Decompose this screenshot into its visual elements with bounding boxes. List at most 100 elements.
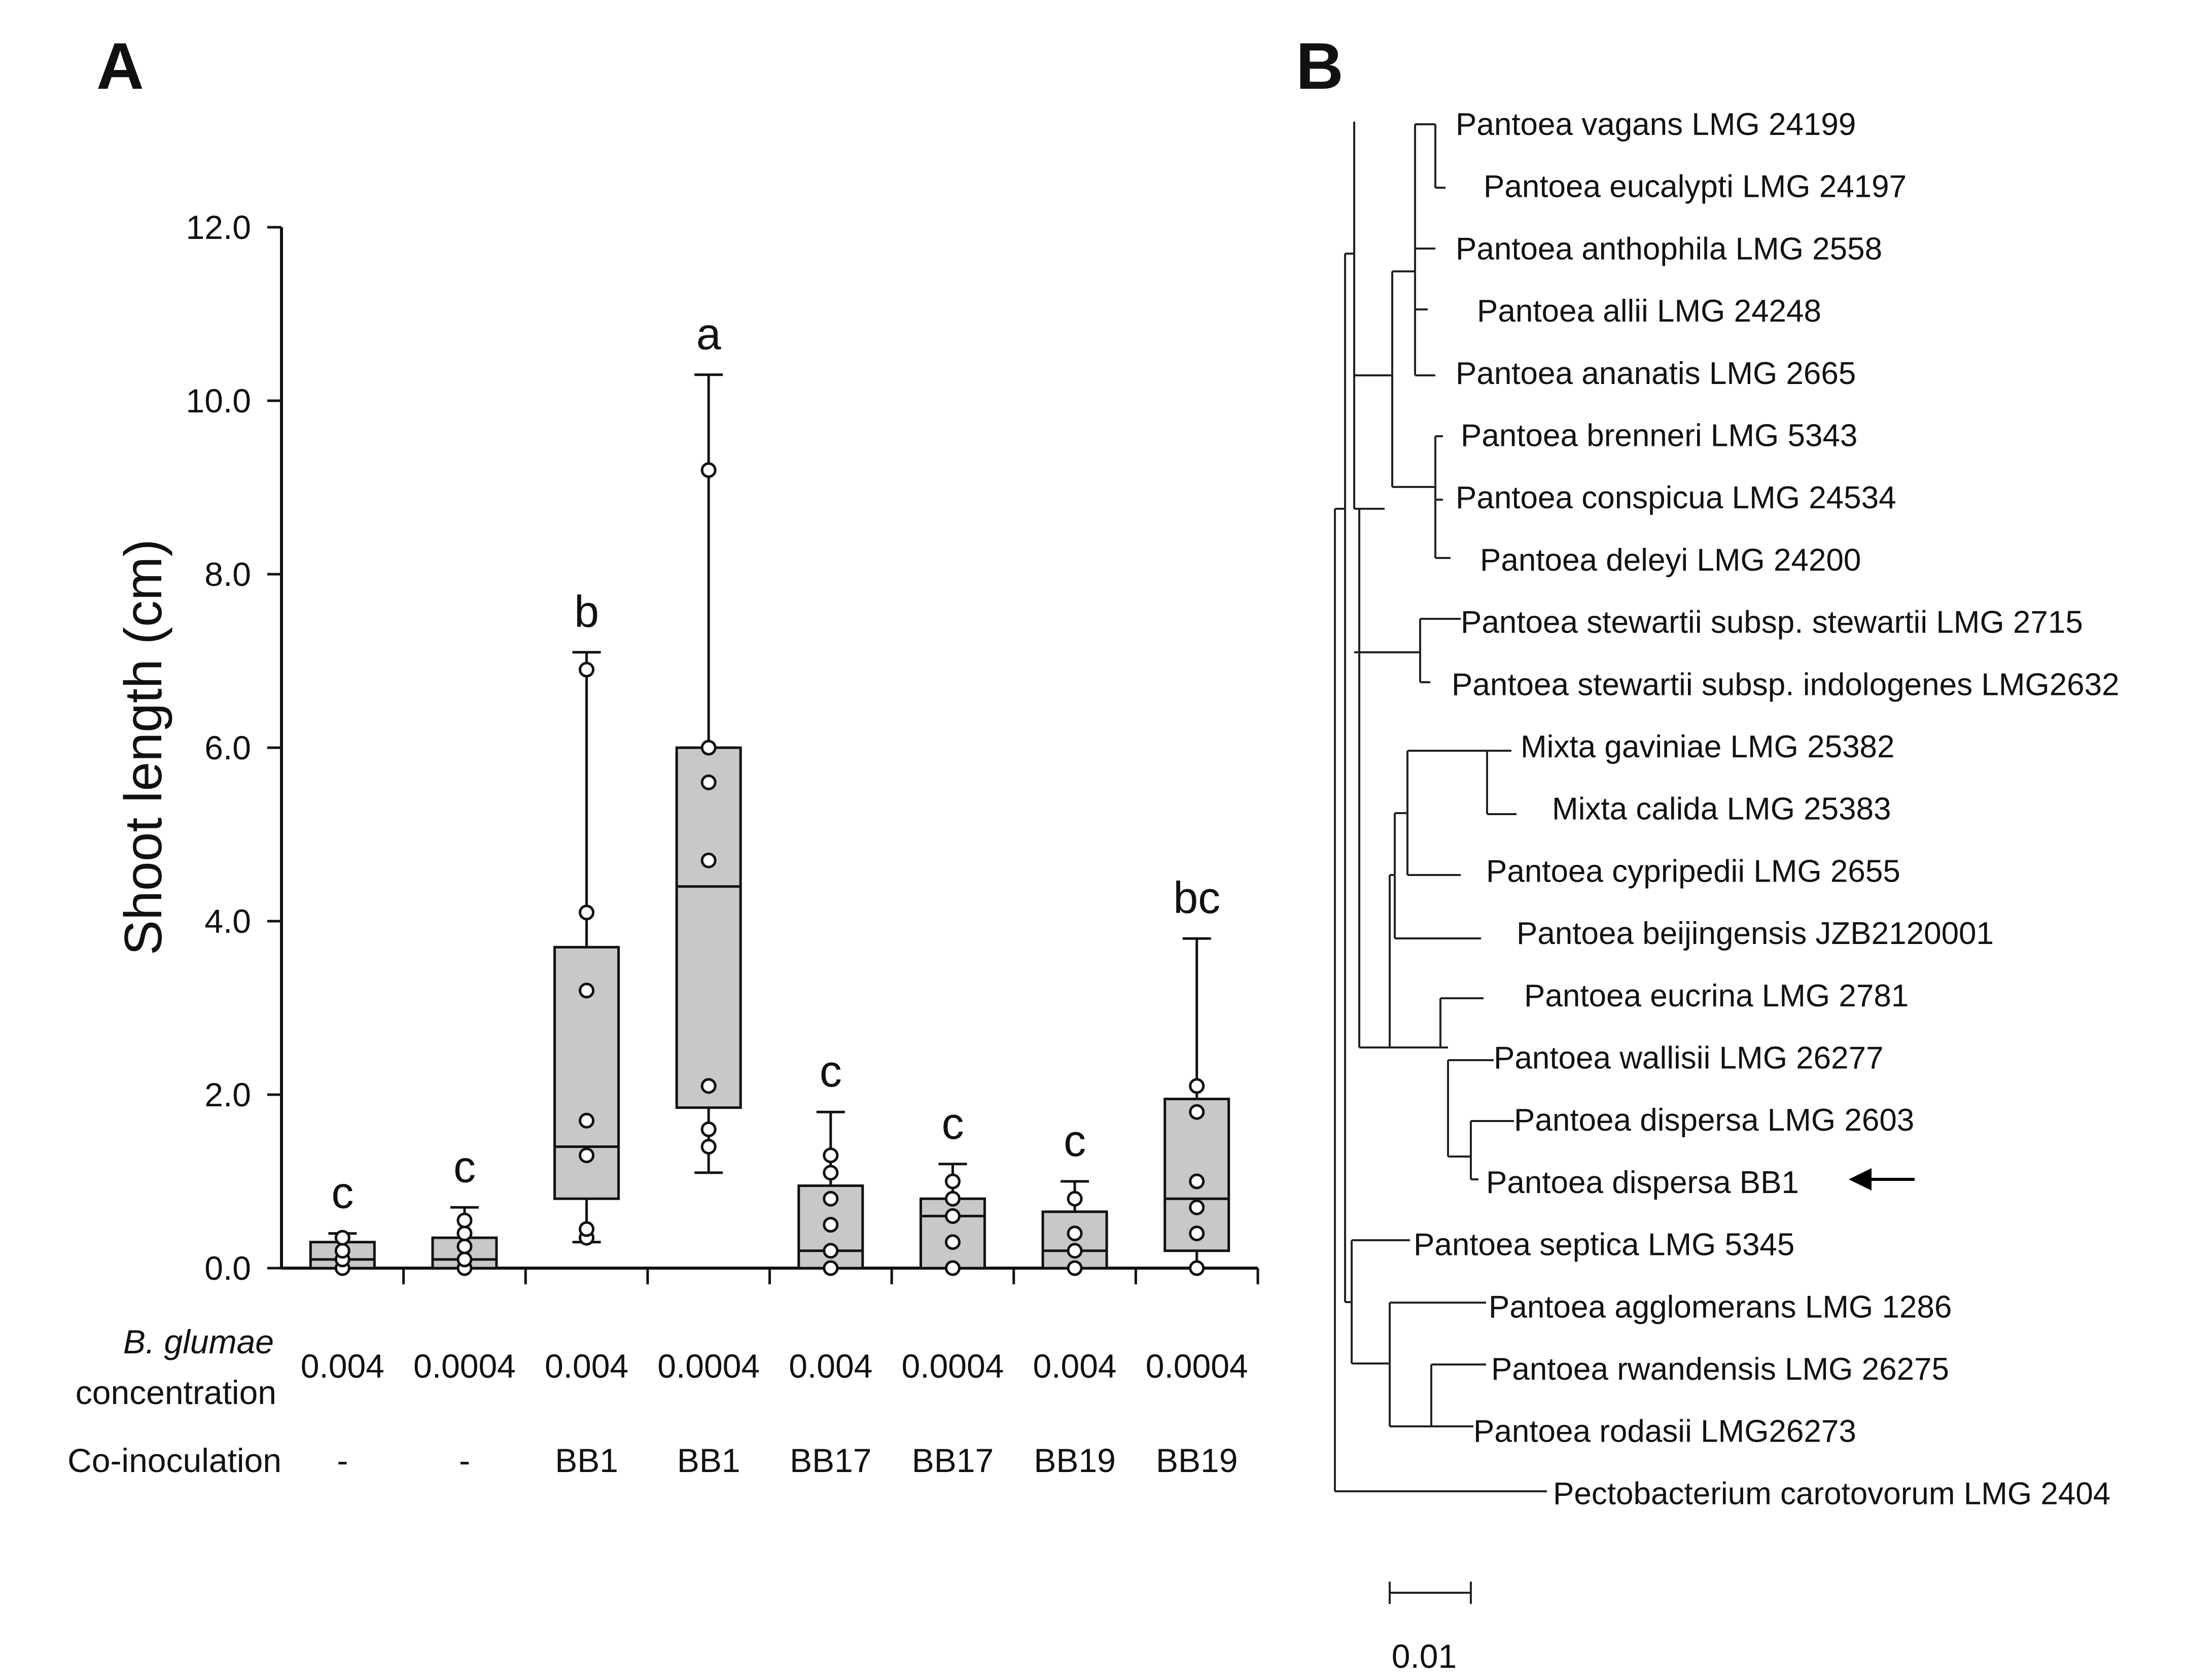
coinoculation-label: BB17: [912, 1442, 994, 1479]
data-point: [700, 1121, 717, 1137]
taxon-label: Pectobacterium carotovorum LMG 2404: [1553, 1476, 2110, 1511]
taxon-label: Pantoea cypripedii LMG 2655: [1486, 854, 1900, 889]
taxon-label: Pantoea anthophila LMG 2558: [1456, 231, 1882, 266]
data-point: [579, 1221, 595, 1237]
data-point: [700, 462, 717, 478]
data-point: [1189, 1199, 1205, 1215]
data-point: [700, 1078, 717, 1094]
significance-letter: b: [574, 586, 599, 637]
y-tick-label: 4.0: [204, 902, 251, 940]
data-point: [700, 740, 717, 756]
y-tick-label: 10.0: [186, 382, 251, 419]
taxon-label: Pantoea wallisii LMG 26277: [1494, 1041, 1884, 1076]
data-point: [823, 1165, 839, 1181]
coinoculation-label: BB1: [555, 1442, 618, 1479]
data-point: [700, 852, 717, 868]
x-axis: [281, 1267, 1259, 1284]
taxon-label: Pantoea brenneri LMG 5343: [1461, 418, 1857, 453]
data-point: [700, 1139, 717, 1155]
data-point: [579, 983, 595, 999]
significance-letter: c: [820, 1046, 842, 1096]
data-point: [944, 1191, 961, 1207]
significance-letter: c: [1064, 1115, 1086, 1166]
coinoculation-label: BB19: [1034, 1442, 1115, 1479]
panel-label-b: B: [1296, 29, 1344, 103]
data-point: [700, 774, 717, 790]
data-point: [823, 1191, 839, 1207]
box-group: c: [1041, 1115, 1108, 1276]
concentration-label: 0.004: [789, 1347, 872, 1385]
data-point: [456, 1238, 473, 1254]
y-tick-label: 12.0: [186, 208, 251, 246]
boxes: c c b a c c c bc: [309, 309, 1230, 1276]
concentration-row-title-italic: B. glumae: [123, 1323, 274, 1360]
y-axis-title: Shoot length (cm): [114, 539, 173, 956]
coinoculation-label: BB19: [1156, 1442, 1238, 1479]
data-point: [579, 1112, 595, 1129]
significance-letter: c: [453, 1141, 476, 1192]
significance-letter: c: [941, 1098, 964, 1148]
box-group: a: [675, 309, 742, 1174]
taxon-label: Pantoea stewartii subsp. stewartii LMG 2…: [1461, 605, 2083, 640]
taxon-label: Pantoea ananatis LMG 2665: [1456, 356, 1856, 391]
taxon-label: Pantoea septica LMG 5345: [1414, 1228, 1794, 1263]
data-point: [579, 661, 595, 678]
significance-letter: c: [331, 1168, 354, 1218]
taxon-label: Pantoea dispersa LMG 2603: [1514, 1103, 1914, 1138]
data-point: [1189, 1104, 1205, 1120]
taxon-label: Pantoea agglomerans LMG 1286: [1489, 1289, 1952, 1324]
box-group: c: [309, 1168, 376, 1276]
taxon-label: Pantoea eucrina LMG 2781: [1524, 978, 1909, 1013]
data-point: [823, 1217, 839, 1233]
significance-letter: bc: [1173, 872, 1220, 923]
taxon-label: Pantoea allii LMG 24248: [1477, 294, 1821, 329]
data-point: [1067, 1226, 1083, 1242]
data-point: [334, 1243, 350, 1259]
y-axis: 0.0 2.0 4.0 6.0 8.0 10.0 12.0: [186, 208, 283, 1287]
box-group: c: [431, 1141, 498, 1276]
taxon-labels: Pantoea vagans LMG 24199 Pantoea eucalypt…: [1414, 107, 2120, 1511]
group-labels: B. glumae concentration Co-inoculation 0…: [67, 1323, 1248, 1479]
data-point: [823, 1243, 839, 1259]
box-group: c: [797, 1046, 864, 1276]
taxon-label: Mixta gaviniae LMG 25382: [1521, 729, 1895, 764]
coinoculation-row-title: Co-inoculation: [67, 1442, 281, 1479]
box-group: b: [553, 586, 620, 1246]
concentration-label: 0.0004: [413, 1347, 516, 1385]
coinoculation-label: BB17: [790, 1442, 871, 1479]
data-point: [944, 1260, 961, 1276]
box-group: bc: [1163, 872, 1230, 1276]
taxon-label: Pantoea stewartii subsp. indologenes LMG…: [1452, 667, 2120, 702]
concentration-label: 0.0004: [657, 1347, 760, 1385]
concentration-label: 0.004: [1033, 1347, 1116, 1385]
data-point: [1067, 1243, 1083, 1259]
taxon-label: Pantoea rwandensis LMG 26275: [1491, 1352, 1949, 1387]
taxon-label: Pantoea dispersa BB1: [1486, 1165, 1799, 1200]
y-tick-label: 6.0: [204, 729, 251, 766]
data-point: [1189, 1260, 1205, 1276]
data-point: [1189, 1078, 1205, 1094]
data-point: [1067, 1191, 1083, 1207]
coinoculation-label: -: [459, 1442, 470, 1479]
data-point: [823, 1260, 839, 1276]
concentration-row-title: concentration: [76, 1374, 276, 1411]
box: [919, 1197, 986, 1270]
bb1-arrow-icon: [1849, 1168, 1915, 1191]
panel-label-a: A: [96, 29, 144, 103]
data-point: [944, 1208, 961, 1224]
data-point: [456, 1212, 473, 1229]
tree-branches: [1334, 122, 1547, 1492]
taxon-label: Pantoea conspicua LMG 24534: [1456, 480, 1896, 515]
concentration-label: 0.004: [545, 1347, 628, 1385]
box: [675, 746, 742, 1109]
data-point: [579, 1147, 595, 1164]
coinoculation-label: BB1: [677, 1442, 740, 1479]
data-point: [944, 1234, 961, 1250]
y-tick-label: 2.0: [204, 1076, 251, 1113]
coinoculation-label: -: [337, 1442, 348, 1479]
data-point: [334, 1230, 350, 1246]
y-tick-label: 0.0: [204, 1249, 251, 1287]
data-point: [944, 1173, 961, 1189]
taxon-label: Mixta calida LMG 25383: [1552, 792, 1891, 827]
phylogenetic-tree: Pantoea vagans LMG 24199 Pantoea eucalypt…: [1334, 107, 2120, 1675]
